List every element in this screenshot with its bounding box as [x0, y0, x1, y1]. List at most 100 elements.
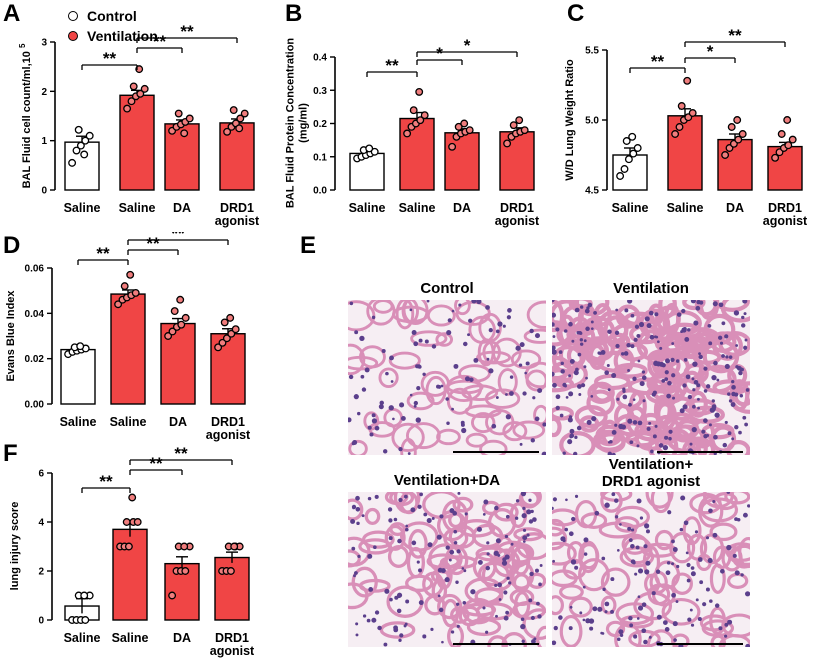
chart-d-svg: 0.00 0.02 0.04 0.06 Evans Blue Index Saline Sa… — [5, 224, 251, 442]
cell-nucleus — [491, 423, 497, 429]
cell-nucleus — [690, 566, 695, 570]
chart-a-y-tick-label: 2 — [41, 87, 47, 98]
cell-nucleus — [705, 587, 710, 592]
chart-a-data-point — [72, 146, 81, 155]
cell-nucleus — [362, 614, 367, 618]
cell-nucleus — [685, 374, 691, 380]
chart-f-y-tick-label: 6 — [38, 469, 44, 480]
alveolar-wall — [552, 595, 564, 616]
alveolar-wall — [512, 420, 546, 440]
cell-nucleus — [483, 499, 489, 505]
cell-nucleus — [438, 607, 444, 613]
cell-nucleus — [733, 310, 740, 316]
cell-nucleus — [509, 391, 514, 396]
cell-nucleus — [639, 516, 644, 520]
chart-c-y-tick-label: 5.5 — [585, 46, 599, 57]
cell-nucleus — [413, 341, 419, 347]
cell-nucleus — [709, 599, 713, 603]
cell-nucleus — [568, 531, 574, 537]
chart-b-significance-label: * — [464, 36, 471, 55]
cell-nucleus — [458, 303, 462, 307]
cell-nucleus — [522, 535, 528, 541]
cell-nucleus — [692, 404, 696, 409]
chart-f-x-tick-label: DA — [173, 631, 191, 645]
cell-nucleus — [719, 341, 724, 345]
cell-nucleus — [418, 338, 423, 343]
chart-f-data-point — [180, 542, 189, 551]
cell-nucleus — [541, 451, 546, 455]
cell-nucleus — [579, 338, 583, 342]
chart-b-data-point — [448, 142, 457, 151]
cell-nucleus — [560, 361, 564, 366]
chart-a-y-label-superscript: 5 — [18, 43, 27, 48]
cell-nucleus — [671, 562, 675, 566]
chart-a-data-point — [74, 125, 83, 134]
cell-nucleus — [585, 326, 590, 332]
cell-nucleus — [637, 605, 644, 611]
cell-nucleus — [706, 434, 710, 437]
cell-nucleus — [552, 559, 556, 563]
panel-f-lung-injury: F 0 2 4 6 lung injury score Saline Saline DA DRD… — [0, 440, 275, 665]
chart-c-bar — [667, 115, 703, 191]
cell-nucleus — [720, 568, 725, 574]
cell-nucleus — [446, 329, 452, 336]
cell-nucleus — [702, 602, 707, 607]
cell-nucleus — [703, 418, 708, 423]
chart-a-x-tick-label: DA — [173, 201, 191, 215]
cell-nucleus — [467, 333, 471, 337]
chart-f-data-point — [122, 518, 131, 526]
chart-d-data-point — [131, 288, 140, 297]
cell-nucleus — [396, 608, 402, 614]
cell-nucleus — [495, 396, 499, 399]
cell-nucleus — [697, 557, 703, 562]
alveolar-wall — [718, 633, 750, 647]
cell-nucleus — [520, 623, 526, 630]
cell-nucleus — [620, 352, 625, 356]
cell-nucleus — [538, 582, 542, 587]
cell-nucleus — [529, 328, 534, 334]
chart-a-y-label-group: BAL Fluid cell count/ml,10 5 — [18, 43, 33, 188]
chart-c-data-point — [771, 153, 780, 162]
alveolar-wall — [645, 492, 674, 509]
cell-nucleus — [448, 558, 452, 562]
cell-nucleus — [567, 417, 573, 423]
chart-f-y-tick-label: 0 — [38, 616, 44, 627]
chart-b-data-point — [503, 139, 512, 148]
cell-nucleus — [656, 614, 662, 620]
cell-nucleus — [607, 451, 613, 455]
cell-nucleus — [526, 509, 532, 515]
cell-nucleus — [736, 365, 742, 371]
alveolar-wall — [671, 572, 693, 595]
cell-nucleus — [450, 630, 455, 634]
cell-nucleus — [539, 564, 543, 567]
cell-nucleus — [495, 614, 498, 618]
cell-nucleus — [505, 514, 510, 519]
cell-nucleus — [648, 310, 654, 316]
cell-nucleus — [522, 540, 526, 543]
alveolar-wall — [578, 558, 610, 592]
cell-nucleus — [593, 310, 597, 315]
cell-nucleus — [579, 611, 583, 615]
chart-d-data-point — [218, 338, 227, 347]
cell-nucleus — [509, 375, 514, 379]
cell-nucleus — [687, 617, 692, 622]
alveolar-wall — [552, 375, 575, 393]
chart-b-data-point — [409, 106, 418, 115]
chart-c-data-point — [675, 123, 684, 131]
chart-f-y-tick-label: 2 — [38, 567, 44, 578]
cell-nucleus — [568, 626, 573, 631]
cell-nucleus — [587, 302, 593, 308]
cell-nucleus — [426, 518, 432, 524]
alveolar-wall — [389, 492, 415, 507]
cell-nucleus — [628, 615, 633, 621]
cell-nucleus — [463, 341, 468, 347]
chart-a-y-tick-label: 3 — [41, 38, 47, 49]
cell-nucleus — [607, 388, 611, 392]
chart-a-significance-label: ** — [103, 49, 117, 68]
alveolar-wall — [348, 343, 366, 376]
cell-nucleus — [683, 358, 688, 362]
cell-nucleus — [712, 532, 718, 538]
alveolar-wall — [647, 430, 679, 455]
chart-c-data-point — [721, 151, 730, 159]
chart-f-data-point — [133, 518, 142, 526]
